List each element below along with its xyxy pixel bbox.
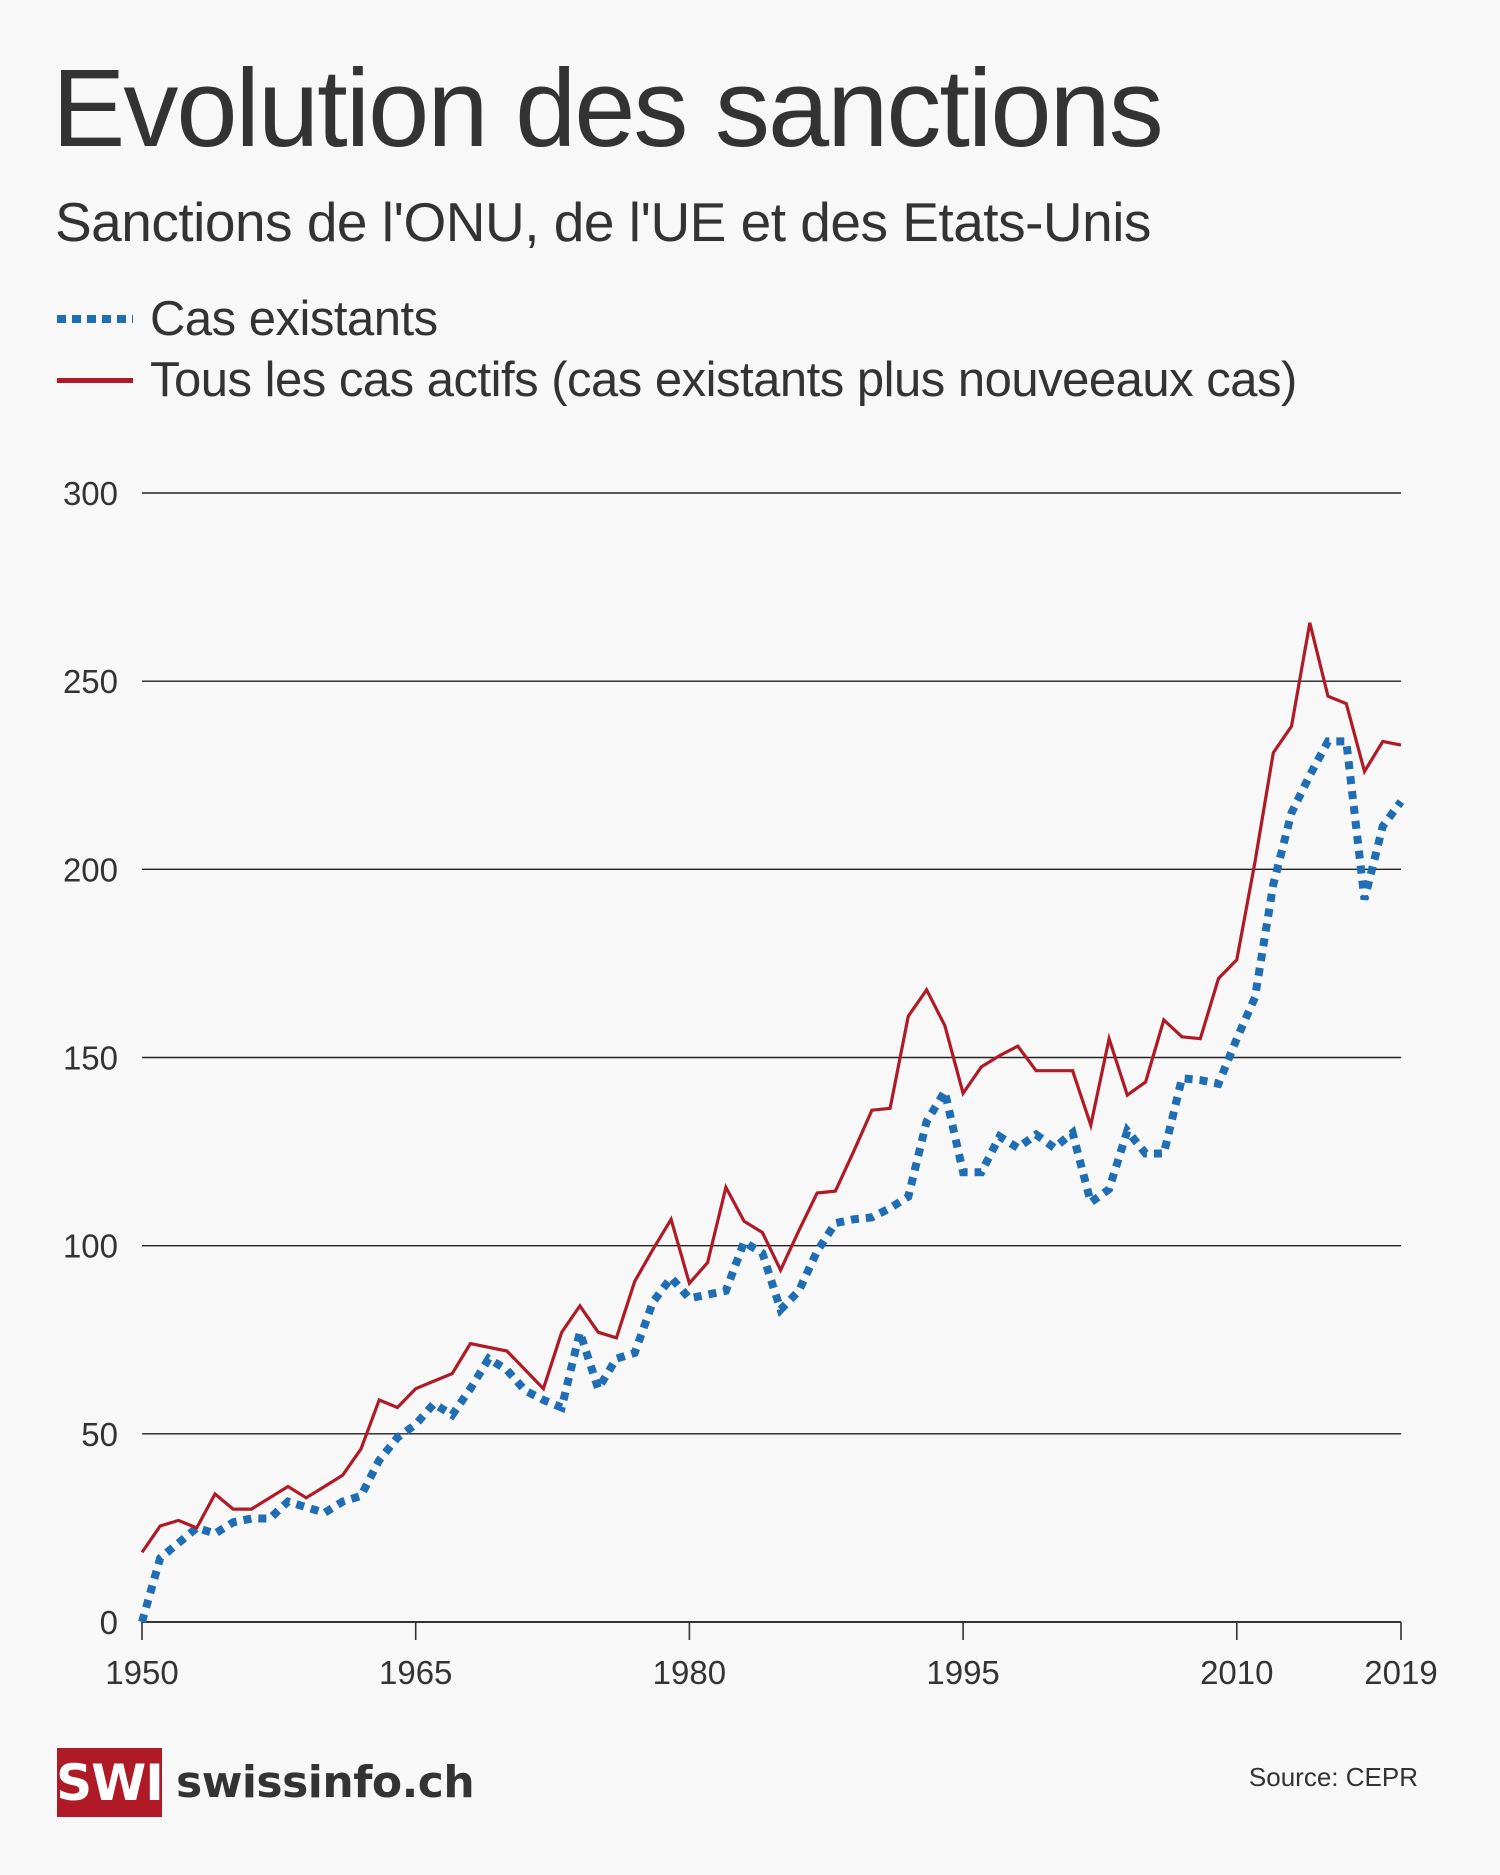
y-tick-label: 250 — [63, 663, 118, 700]
legend-item-existing: Cas existants — [57, 294, 438, 344]
series-line-existing — [138, 737, 1405, 1624]
legend-swatch-dotted — [57, 315, 133, 323]
source-note: Source: CEPR — [1248, 1762, 1418, 1792]
y-tick-label: 100 — [63, 1228, 118, 1265]
x-tick-label: 1950 — [105, 1654, 178, 1691]
x-tick-label: 1980 — [653, 1654, 726, 1691]
swissinfo-logo: SWI swissinfo.ch — [56, 1748, 475, 1817]
chart-subtitle: Sanctions de l'ONU, de l'UE et des Etats… — [55, 191, 1151, 253]
x-tick-label: 1995 — [926, 1654, 999, 1691]
x-tick-label: 2010 — [1200, 1654, 1273, 1691]
series-line-active — [140, 622, 1402, 1554]
legend-item-active: Tous les cas actifs (cas existants plus … — [57, 355, 1297, 405]
logo-text: swissinfo.ch — [176, 1757, 475, 1808]
y-tick-label: 150 — [63, 1040, 118, 1077]
legend-label: Cas existants — [150, 291, 438, 346]
x-axis: 1950 1965 1980 1995 2010 2019 — [105, 1622, 1438, 1691]
x-tick-label: 2019 — [1364, 1654, 1437, 1691]
y-tick-label: 50 — [81, 1416, 118, 1453]
y-tick-label: 300 — [63, 475, 118, 512]
y-axis-labels: 0 50 100 150 200 250 300 — [63, 475, 118, 1641]
y-tick-label: 0 — [100, 1604, 118, 1641]
gridlines — [142, 492, 1401, 1623]
y-tick-label: 200 — [63, 851, 118, 888]
x-tick-label: 1965 — [379, 1654, 452, 1691]
chart-title: Evolution des sanctions — [52, 47, 1164, 170]
legend-swatch-solid — [57, 377, 133, 383]
logo-mark: SWI — [56, 1748, 164, 1817]
series-lines — [138, 622, 1405, 1624]
legend-label: Tous les cas actifs (cas existants plus … — [150, 352, 1297, 407]
